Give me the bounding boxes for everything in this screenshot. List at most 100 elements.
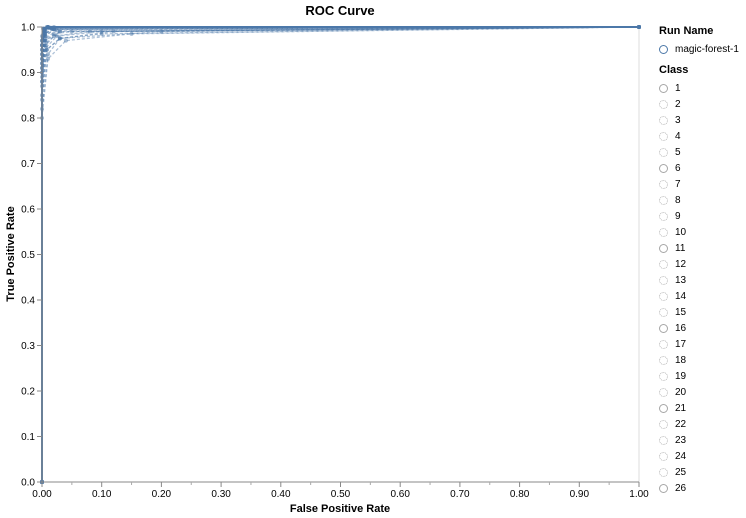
x-tick-label: 0.00: [32, 489, 52, 500]
legend-item-class[interactable]: 21: [659, 400, 745, 416]
roc-series-line: [41, 26, 639, 482]
roc-point: [57, 36, 62, 41]
roc-series-line: [41, 26, 640, 482]
legend-class-label: 14: [675, 290, 687, 302]
y-tick-label: 0.6: [21, 205, 35, 216]
roc-point: [99, 29, 104, 34]
series-layer: [40, 25, 641, 484]
roc-series-line: [41, 26, 640, 482]
roc-point: [43, 34, 48, 39]
legend-item-class[interactable]: 16: [659, 320, 745, 336]
legend-item-class[interactable]: 20: [659, 384, 745, 400]
circle-icon: [659, 211, 668, 221]
legend-item-class[interactable]: 3: [659, 112, 745, 128]
legend-item-class[interactable]: 15: [659, 304, 745, 320]
legend-item-class[interactable]: 11: [659, 240, 745, 256]
legend-class-label: 13: [675, 274, 687, 286]
legend-item-class[interactable]: 19: [659, 368, 745, 384]
legend-item-class[interactable]: 9: [659, 208, 745, 224]
legend-class-label: 2: [675, 98, 681, 110]
legend-class-label: 25: [675, 466, 687, 478]
roc-series-line: [41, 26, 639, 482]
circle-icon: [659, 131, 668, 141]
circle-icon: [659, 275, 668, 285]
legend-item-class[interactable]: 10: [659, 224, 745, 240]
roc-series-line: [41, 26, 640, 482]
legend-class-label: 7: [675, 178, 681, 190]
legend-item-class[interactable]: 4: [659, 128, 745, 144]
legend-item-class[interactable]: 2: [659, 96, 745, 112]
circle-icon: [659, 291, 668, 301]
roc-point: [44, 47, 49, 52]
x-tick-label: 0.70: [450, 489, 470, 500]
legend-class-label: 10: [675, 226, 687, 238]
circle-icon: [659, 99, 668, 109]
legend-item-class[interactable]: 22: [659, 416, 745, 432]
roc-series-line: [41, 26, 640, 482]
legend-item-class[interactable]: 25: [659, 464, 745, 480]
roc-point: [159, 29, 164, 34]
circle-icon: [659, 227, 668, 237]
roc-series-line: [41, 26, 640, 482]
roc-point: [69, 29, 74, 34]
circle-icon: [659, 339, 668, 349]
legend-run-title: Run Name: [659, 25, 714, 37]
circle-icon: [659, 467, 668, 477]
legend-class-label: 24: [675, 450, 687, 462]
legend-item-class[interactable]: 14: [659, 288, 745, 304]
x-tick-label: 0.30: [211, 489, 231, 500]
roc-series-line: [41, 26, 639, 482]
legend-class-label: 20: [675, 386, 687, 398]
legend-item-class[interactable]: 23: [659, 432, 745, 448]
roc-point: [51, 34, 56, 39]
legend-class-label: 18: [675, 354, 687, 366]
legend-class-label: 11: [675, 242, 686, 254]
roc-series-line: [41, 26, 640, 482]
legend-item-class[interactable]: 24: [659, 448, 745, 464]
legend-item-class[interactable]: 7: [659, 176, 745, 192]
legend-item-run[interactable]: magic-forest-1: [659, 41, 745, 57]
legend-item-class[interactable]: 5: [659, 144, 745, 160]
plot-area: [40, 25, 641, 484]
roc-series-line: [41, 26, 640, 482]
plot-frame: [41, 26, 640, 483]
legend-item-class[interactable]: 12: [659, 256, 745, 272]
roc-point: [54, 34, 59, 39]
legend-class-label: 23: [675, 434, 687, 446]
legend-item-class[interactable]: 13: [659, 272, 745, 288]
legend-class-label: 21: [675, 402, 687, 414]
legend-item-class[interactable]: 18: [659, 352, 745, 368]
legend-class-label: 4: [675, 130, 681, 142]
roc-series-line: [41, 26, 640, 482]
circle-icon: [659, 115, 668, 125]
y-tick-label: 0.4: [21, 296, 35, 307]
roc-series-line: [41, 26, 640, 482]
y-tick-label: 0.2: [21, 387, 35, 398]
y-tick-label: 0.8: [21, 114, 35, 125]
x-axis-ticks: 0.00 0.10 0.20 0.30 0.40 0.50 0.60 0.70 0.80 0.90…: [32, 482, 649, 500]
y-tick-label: 0.0: [21, 478, 35, 489]
legend-class-title: Class: [659, 64, 689, 76]
legend-item-class[interactable]: 17: [659, 336, 745, 352]
y-axis-title: True Positive Rate: [5, 206, 17, 301]
y-axis-ticks: 0.0 0.1 0.2 0.3 0.4 0.5 0.6 0.7 0.8 0.9 1.0: [21, 23, 42, 489]
circle-icon: [659, 307, 668, 317]
roc-point: [44, 40, 49, 45]
legend-class-label: 15: [675, 306, 687, 318]
roc-point: [45, 56, 50, 61]
circle-icon: [659, 259, 668, 269]
legend-item-class[interactable]: 8: [659, 192, 745, 208]
legend-item-class[interactable]: 6: [659, 160, 745, 176]
x-tick-label: 1.00: [629, 489, 649, 500]
legend-class-label: 6: [675, 162, 681, 174]
roc-series-line: [41, 26, 640, 482]
circle-icon: [659, 355, 668, 365]
circle-icon: [659, 243, 668, 253]
roc-point: [45, 52, 50, 57]
legend-item-class[interactable]: 1: [659, 80, 745, 96]
circle-icon: [659, 147, 668, 157]
roc-series-line: [41, 26, 640, 482]
legend-item-class[interactable]: 26: [659, 480, 745, 496]
legend-class-label: 17: [675, 338, 687, 350]
